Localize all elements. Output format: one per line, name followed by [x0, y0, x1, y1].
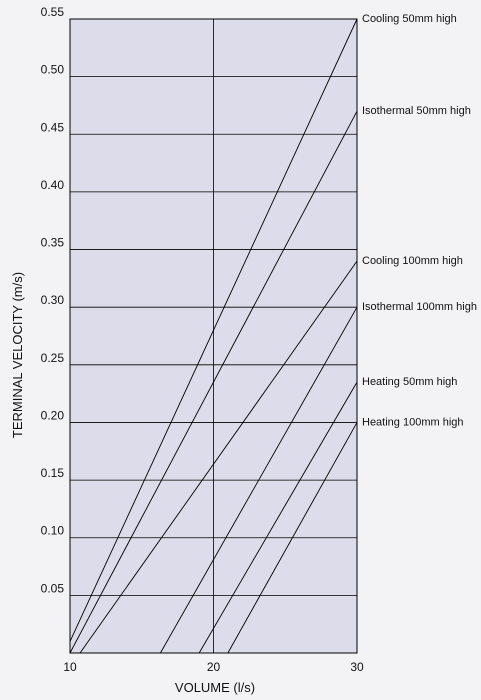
x-tick-label: 20 [207, 660, 221, 674]
y-tick-label: 0.55 [41, 5, 65, 19]
x-axis-title: VOLUME (l/s) [175, 680, 255, 695]
y-tick-label: 0.50 [41, 63, 65, 77]
series-label: Heating 50mm high [362, 376, 457, 388]
y-tick-label: 0.05 [41, 581, 65, 595]
series-lines [69, 18, 358, 654]
series-label: Isothermal 100mm high [362, 301, 477, 313]
series-line [79, 260, 358, 654]
y-tick-label: 0.25 [41, 351, 65, 365]
series-labels: Cooling 50mm high Isothermal 50mm high Coo… [362, 13, 477, 428]
y-tick-label: 0.45 [41, 120, 65, 134]
y-tick-label: 0.30 [41, 293, 65, 307]
x-tick-labels: 10 20 30 [63, 660, 364, 674]
series-line [69, 111, 358, 654]
y-tick-label: 0.35 [41, 236, 65, 250]
series-line [69, 18, 358, 642]
x-tick-label: 10 [63, 660, 77, 674]
series-label: Cooling 100mm high [362, 255, 463, 267]
y-tick-label: 0.10 [41, 524, 65, 538]
x-tick-label: 30 [350, 660, 364, 674]
y-tick-label: 0.15 [41, 466, 65, 480]
y-tick-labels: 0.05 0.10 0.15 0.20 0.25 0.30 0.35 0.40 0.45 0.50… [41, 5, 65, 595]
series-line [198, 381, 358, 654]
series-label: Isothermal 50mm high [362, 105, 471, 117]
y-tick-label: 0.20 [41, 408, 65, 422]
y-axis-title: TERMINAL VELOCITY (m/s) [10, 272, 25, 438]
series-label: Heating 100mm high [362, 416, 464, 428]
series-line [160, 306, 358, 654]
series-line [227, 422, 358, 654]
y-tick-label: 0.40 [41, 178, 65, 192]
plot-frame [69, 18, 358, 654]
series-label: Cooling 50mm high [362, 13, 457, 25]
